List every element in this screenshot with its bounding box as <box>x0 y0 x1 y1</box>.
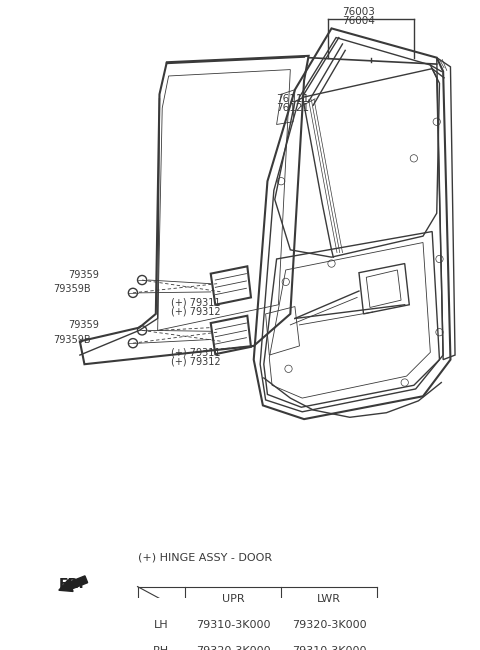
Text: FR.: FR. <box>59 577 84 591</box>
Text: 79359: 79359 <box>68 270 99 280</box>
Text: 76111: 76111 <box>276 94 310 104</box>
Text: RH: RH <box>153 645 169 650</box>
Text: 76004: 76004 <box>343 16 375 25</box>
Text: (+) 79312: (+) 79312 <box>171 306 221 316</box>
Text: 79359B: 79359B <box>53 284 91 294</box>
Text: (+) HINGE ASSY - DOOR: (+) HINGE ASSY - DOOR <box>137 552 272 562</box>
Text: 76003: 76003 <box>343 7 375 18</box>
Text: LH: LH <box>154 620 168 630</box>
Text: 79310-3K000: 79310-3K000 <box>292 645 366 650</box>
Text: 79320-3K000: 79320-3K000 <box>292 620 367 630</box>
Text: UPR: UPR <box>222 594 244 604</box>
FancyArrow shape <box>59 576 88 592</box>
Text: LWR: LWR <box>317 594 341 604</box>
Text: 76121: 76121 <box>276 103 310 112</box>
Text: (+) 79311: (+) 79311 <box>171 347 221 358</box>
Text: (+) 79311: (+) 79311 <box>171 297 221 307</box>
Text: 79320-3K000: 79320-3K000 <box>196 645 270 650</box>
Text: 79359B: 79359B <box>53 335 91 344</box>
Text: (+) 79312: (+) 79312 <box>171 356 221 367</box>
Text: 79359: 79359 <box>68 320 99 330</box>
Text: 79310-3K000: 79310-3K000 <box>196 620 270 630</box>
